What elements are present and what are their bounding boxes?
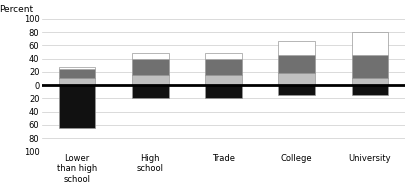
Bar <box>205 75 242 85</box>
Bar <box>279 55 315 73</box>
Bar <box>352 55 389 79</box>
Bar <box>132 59 169 75</box>
Bar <box>58 69 95 79</box>
Bar <box>132 75 169 85</box>
Bar <box>352 79 389 85</box>
Bar <box>132 85 169 98</box>
Bar <box>279 41 315 55</box>
Bar <box>132 53 169 59</box>
Bar <box>205 53 242 59</box>
Bar <box>205 59 242 75</box>
Bar <box>205 85 242 98</box>
Bar <box>352 32 389 55</box>
Bar <box>352 85 389 95</box>
Bar <box>279 73 315 85</box>
Text: Percent: Percent <box>0 5 33 14</box>
Bar <box>58 85 95 128</box>
Bar <box>58 79 95 85</box>
Bar <box>279 85 315 95</box>
Bar <box>58 67 95 69</box>
